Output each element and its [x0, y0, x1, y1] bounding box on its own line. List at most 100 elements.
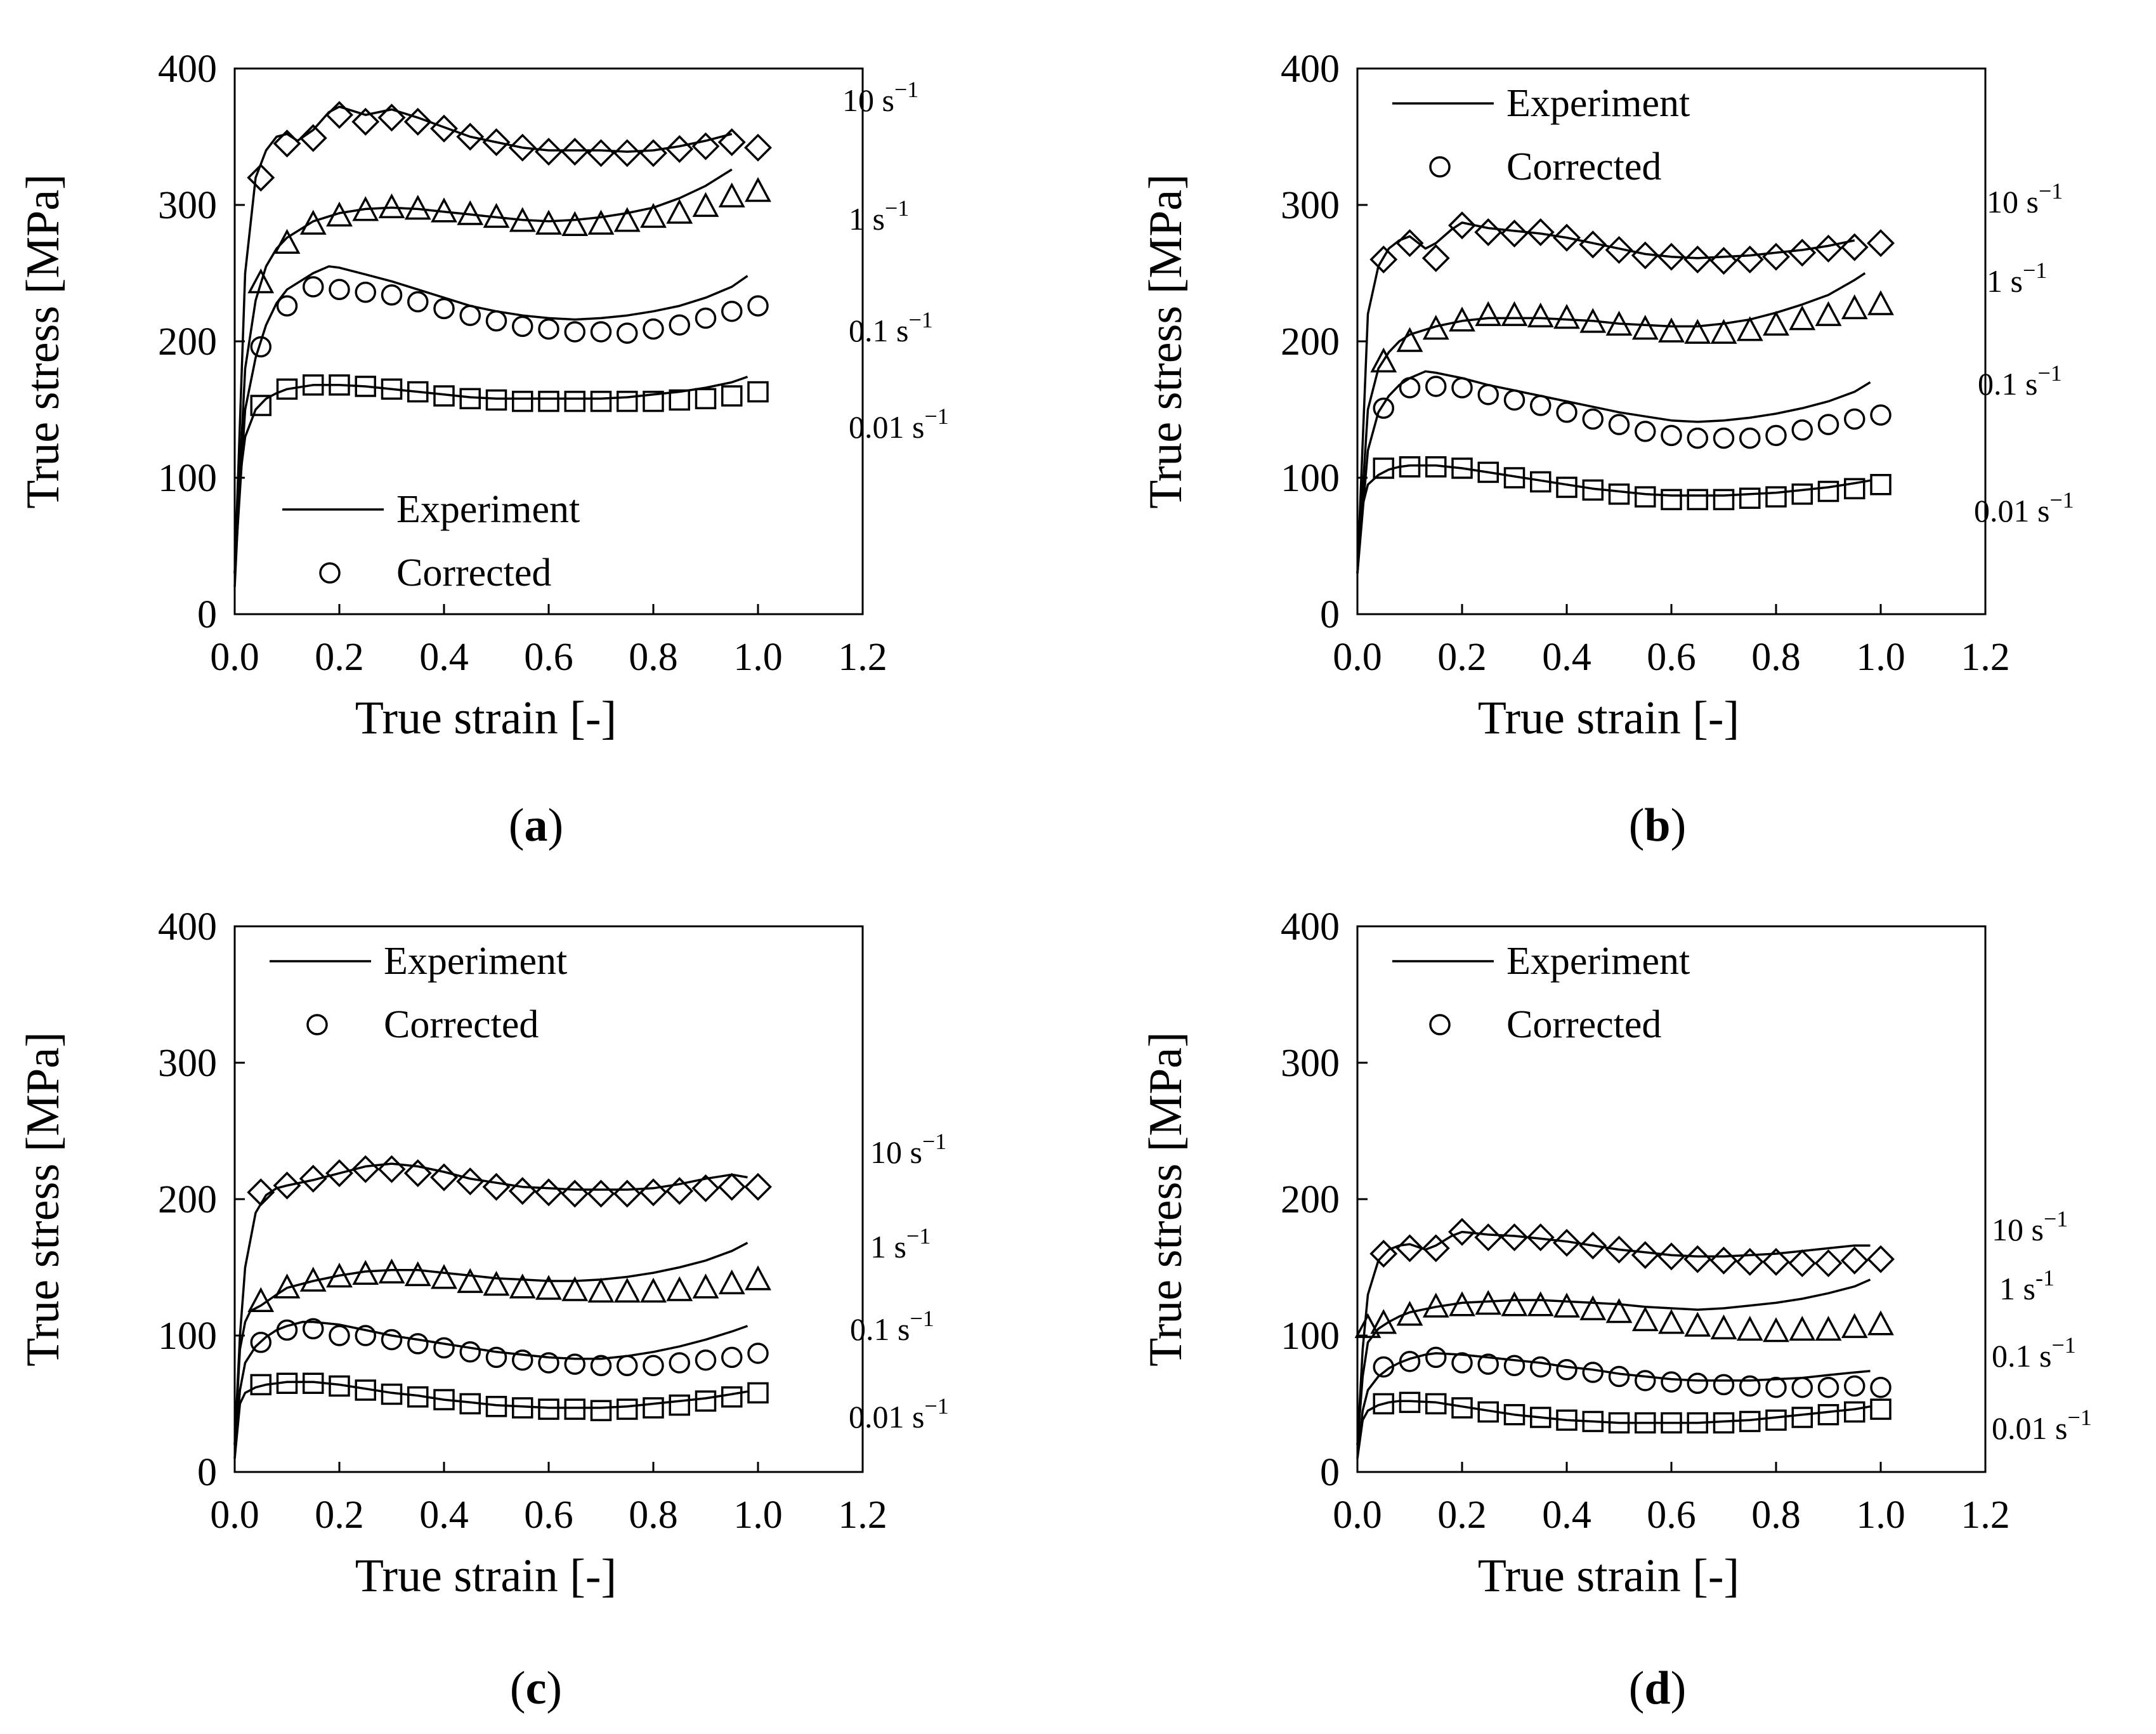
circle-marker [1503, 389, 1526, 411]
legend: Experiment Corrected [282, 488, 580, 594]
square-marker [250, 1374, 271, 1396]
x-tick-label: 1.2 [838, 1494, 887, 1537]
diamond-marker [744, 1172, 772, 1201]
y-tick-label: 400 [1281, 48, 1340, 91]
triangle-marker [1658, 317, 1685, 343]
diamond-marker [587, 1179, 615, 1208]
square-marker [512, 390, 533, 412]
diamond-marker [1867, 1245, 1895, 1273]
circle-marker [1477, 1353, 1499, 1375]
diamond-marker [1709, 247, 1738, 275]
rate-label-exponent: −1 [894, 77, 918, 102]
experiment-line [233, 376, 748, 588]
caption-letter: a [525, 799, 548, 851]
circle-marker [329, 279, 350, 301]
rate-label-exponent: −1 [924, 1393, 948, 1419]
series-1: 1 s−1 [1356, 258, 2047, 574]
y-tick-label: 300 [158, 1042, 217, 1085]
caption-a: (a) [509, 799, 563, 851]
triangle-marker [509, 1273, 536, 1299]
series-0.1: 0.1 s−1 [233, 265, 933, 574]
square-marker [381, 378, 403, 400]
triangle-marker [561, 1276, 589, 1301]
experiment-line [233, 1162, 748, 1445]
triangle-marker [535, 1275, 562, 1300]
triangle-marker [1789, 1315, 1816, 1341]
circle-marker [617, 322, 638, 344]
square-marker [1608, 1412, 1630, 1434]
rate-label-base: 1 s [1987, 263, 2023, 299]
rate-label-base: 1 s [870, 1229, 906, 1264]
rate-label-exponent: -1 [2035, 1265, 2055, 1291]
x-tick-label: 0.2 [315, 636, 364, 679]
diamond-marker [508, 133, 537, 162]
circle-marker [1713, 427, 1735, 449]
diamond-marker [430, 114, 458, 143]
x-tick-label: 0.6 [524, 1494, 573, 1537]
diamond-marker [1579, 1232, 1607, 1260]
triangle-marker [692, 1273, 719, 1299]
circle-marker [512, 315, 533, 338]
square-marker [1817, 1403, 1839, 1426]
rate-label: 0.1 s−1 [850, 1306, 934, 1347]
diamond-marker [535, 1178, 563, 1207]
square-marker [1373, 457, 1394, 479]
square-marker [1399, 1391, 1421, 1414]
diamond-marker [299, 1164, 327, 1193]
diamond-marker [717, 1172, 746, 1201]
rate-label-exponent: −1 [910, 1306, 934, 1331]
square-marker [407, 1386, 429, 1408]
series-0.01: 0.01 s−1 [233, 374, 949, 588]
diamond-marker [1553, 1228, 1581, 1257]
experiment-line [1356, 1400, 1871, 1459]
triangle-marker [1354, 1313, 1382, 1338]
triangle-marker [1396, 327, 1423, 352]
diamond-marker [1579, 230, 1607, 259]
square-marker [512, 1397, 533, 1419]
square-marker [1687, 489, 1708, 511]
diamond-marker [456, 1167, 485, 1196]
circle-marker [1477, 384, 1499, 405]
diamond-marker [1762, 1247, 1790, 1276]
diamond-marker [1605, 235, 1633, 264]
rate-label-exponent: −1 [906, 1223, 931, 1249]
circle-marker [1870, 1376, 1891, 1398]
circle-marker [669, 314, 690, 336]
x-tick-label: 0.0 [1333, 1494, 1382, 1537]
rate-label: 1 s−1 [849, 195, 909, 237]
circle-marker [276, 1319, 298, 1341]
caption-close-paren: ) [1671, 799, 1687, 851]
triangle-marker [1501, 1291, 1528, 1317]
triangle-marker [640, 202, 667, 228]
square-marker [276, 378, 298, 400]
square-marker [407, 381, 429, 403]
triangle-marker [352, 196, 379, 221]
y-tick-label: 100 [158, 457, 217, 500]
circle-marker [1399, 1351, 1421, 1372]
x-tick-label: 0.0 [210, 1494, 259, 1537]
chart-panel-d: 0.0 0.2 0.4 0.6 0.8 1.0 1.2 0 100 200 300 400 True s… [1140, 905, 2092, 1602]
square-marker [1477, 1401, 1499, 1423]
diamond-marker [613, 1179, 641, 1208]
triangle-marker [1684, 319, 1711, 344]
triangle-marker [273, 1273, 301, 1299]
diamond-marker [456, 122, 485, 151]
circle-marker [643, 318, 664, 340]
square-marker [1870, 1398, 1891, 1420]
legend: Experiment Corrected [270, 940, 567, 1046]
square-marker [617, 1398, 638, 1420]
diamond-marker [482, 1172, 511, 1201]
circle-marker [1530, 1356, 1552, 1378]
square-marker [355, 376, 376, 397]
triangle-marker [1710, 319, 1737, 344]
diamond-marker [403, 107, 432, 136]
experiment-line [1356, 464, 1871, 574]
y-tick-label: 0 [1320, 1451, 1340, 1494]
chart-panel-c: 0.0 0.2 0.4 0.6 0.8 1.0 1.2 0 100 200 300 400 True s… [17, 905, 949, 1602]
x-tick-label: 0.0 [1333, 636, 1382, 679]
triangle-marker [1553, 303, 1580, 329]
square-marker [669, 389, 690, 411]
diamond-marker [1500, 1223, 1529, 1252]
circle-marker [1844, 1375, 1865, 1397]
legend-corrected-label: Corrected [1506, 1003, 1661, 1046]
